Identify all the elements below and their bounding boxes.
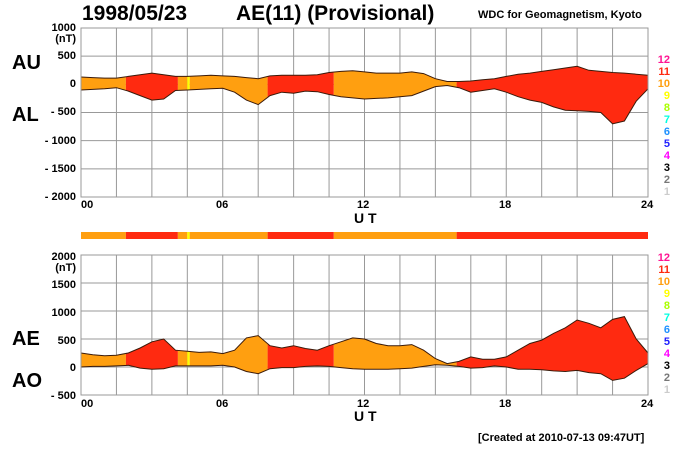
au-line xyxy=(80,65,649,82)
top-x-tick: 12 xyxy=(357,199,370,211)
activity-bar-segment xyxy=(81,232,126,239)
ae-label: AE xyxy=(12,328,40,350)
created-timestamp: [Created at 2010-07-13 09:47UT] xyxy=(478,432,645,444)
activity-fill-segment xyxy=(177,76,188,91)
activity-bar-segment xyxy=(187,232,190,239)
bottom-x-tick: 24 xyxy=(641,398,654,410)
legend-item: 6 xyxy=(663,126,670,138)
au-label: AU xyxy=(12,52,41,74)
legend-item: 1 xyxy=(663,384,670,396)
date-title: 1998/05/23 xyxy=(82,2,188,25)
top-y-tick: 500 xyxy=(57,50,76,62)
bottom-unit-label: (nT) xyxy=(55,262,76,274)
legend-item: 9 xyxy=(663,90,670,102)
legend-item: 4 xyxy=(663,150,670,162)
legend-item: 10 xyxy=(657,276,670,288)
top-x-tick: 24 xyxy=(641,199,654,211)
top-x-tick: 00 xyxy=(81,199,94,211)
activity-bar-segment xyxy=(177,232,188,239)
top-unit-label: (nT) xyxy=(55,33,76,45)
bottom-y-tick: - 500 xyxy=(50,390,76,402)
al-line xyxy=(80,84,649,125)
activity-bar-segment xyxy=(125,232,178,239)
legend-item: 11 xyxy=(658,66,670,78)
legend-item: 10 xyxy=(657,78,670,90)
bottom-x-tick: 18 xyxy=(499,398,512,410)
activity-fill-segment xyxy=(333,337,457,370)
top-x-axis-label: U T xyxy=(354,210,377,226)
activity-fill-segment xyxy=(333,70,457,99)
activity-fill-segment xyxy=(189,335,268,374)
activity-bar-segment xyxy=(456,232,648,239)
legend-item: 12 xyxy=(657,252,670,264)
bottom-y-tick: 1500 xyxy=(51,279,76,291)
bottom-x-axis-label: U T xyxy=(354,408,377,424)
activity-fill-segment xyxy=(81,353,126,367)
activity-fill-segment xyxy=(187,351,190,366)
activity-bar-segment xyxy=(267,232,334,239)
source-label: WDC for Geomagnetism, Kyoto xyxy=(478,9,642,21)
legend-item: 12 xyxy=(657,54,670,66)
plot-frame xyxy=(80,254,649,396)
bottom-y-tick: 500 xyxy=(57,335,76,347)
ae-line xyxy=(80,316,649,365)
ao-line xyxy=(80,363,649,381)
activity-fill-segment xyxy=(187,76,190,90)
bottom-x-tick: 12 xyxy=(357,398,370,410)
activity-fill-segment xyxy=(456,316,648,381)
activity-fill-segment xyxy=(267,72,334,98)
activity-fill-segment xyxy=(81,76,126,91)
legend-item: 2 xyxy=(663,372,670,384)
legend-item: 3 xyxy=(663,162,670,174)
legend-item: 8 xyxy=(663,300,670,312)
bottom-y-tick: 0 xyxy=(69,362,76,374)
top-y-tick: - 500 xyxy=(50,106,76,118)
top-y-tick: 1000 xyxy=(51,22,76,34)
legend-item: 8 xyxy=(663,102,670,114)
bottom-x-tick: 06 xyxy=(216,398,229,410)
ao-label: AO xyxy=(12,370,42,392)
top-y-tick: - 1500 xyxy=(44,163,76,175)
chart-title: AE(11) (Provisional) xyxy=(236,2,435,25)
legend-item: 6 xyxy=(663,324,670,336)
activity-fill-segment xyxy=(125,73,178,101)
legend-item: 2 xyxy=(663,174,670,186)
legend-item: 5 xyxy=(663,336,670,348)
legend-item: 1 xyxy=(663,186,670,198)
top-x-tick: 06 xyxy=(216,199,229,211)
legend-item: 4 xyxy=(663,348,670,360)
activity-bar-segment xyxy=(333,232,457,239)
activity-fill-segment xyxy=(125,339,178,370)
top-y-tick: - 2000 xyxy=(44,191,76,203)
legend-item: 11 xyxy=(658,264,670,276)
top-y-tick: - 1000 xyxy=(44,135,76,147)
legend-item: 7 xyxy=(663,114,670,126)
al-label: AL xyxy=(12,104,39,126)
bottom-y-tick: 2000 xyxy=(51,251,76,263)
activity-fill-segment xyxy=(456,66,648,124)
bottom-x-tick: 00 xyxy=(81,398,94,410)
legend-item: 3 xyxy=(663,360,670,372)
legend-item: 9 xyxy=(663,288,670,300)
top-y-tick: 0 xyxy=(69,78,76,90)
plot-frame xyxy=(80,27,649,198)
activity-bar-segment xyxy=(189,232,268,239)
legend-item: 7 xyxy=(663,312,670,324)
activity-fill-segment xyxy=(177,350,188,366)
top-x-tick: 18 xyxy=(499,199,512,211)
legend-item: 5 xyxy=(663,138,670,150)
bottom-y-tick: 1000 xyxy=(51,307,76,319)
